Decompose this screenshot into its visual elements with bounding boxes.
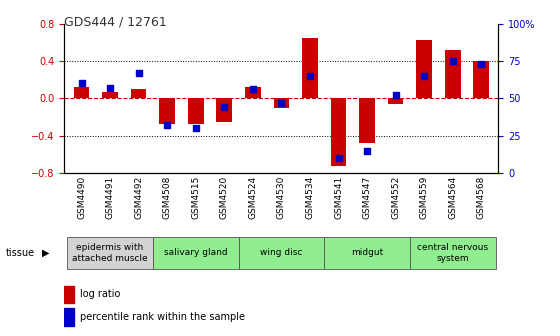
Bar [245,87,261,98]
Point [163,123,172,128]
Bar [388,98,403,104]
FancyBboxPatch shape [410,237,496,269]
Point [334,156,343,161]
Text: salivary gland: salivary gland [164,248,227,257]
Bar [217,98,232,122]
Bar [160,98,175,124]
Point [192,126,200,131]
Bar [273,98,290,108]
Point [477,61,486,67]
Bar [131,89,147,98]
Bar [359,98,375,143]
Text: percentile rank within the sample: percentile rank within the sample [80,311,245,322]
Text: GDS444 / 12761: GDS444 / 12761 [64,15,167,28]
Point [277,100,286,106]
Point [448,58,457,64]
Point [106,85,115,90]
Bar [302,38,318,98]
Point [305,73,314,79]
Text: ▶: ▶ [42,248,49,258]
Point [77,81,86,86]
Text: log ratio: log ratio [80,290,120,299]
Bar [445,50,460,98]
Bar [330,98,346,166]
Text: epidermis with
attached muscle: epidermis with attached muscle [72,243,148,262]
Bar [64,308,74,326]
Bar [64,286,74,303]
FancyBboxPatch shape [324,237,410,269]
FancyBboxPatch shape [153,237,239,269]
FancyBboxPatch shape [67,237,153,269]
Bar [102,92,118,98]
Text: central nervous
system: central nervous system [417,243,488,262]
Bar [74,87,90,98]
Point [391,93,400,98]
Bar [416,40,432,98]
Bar [188,98,204,124]
Text: tissue: tissue [6,248,35,258]
Point [249,87,258,92]
Text: wing disc: wing disc [260,248,302,257]
Point [134,70,143,76]
Text: midgut: midgut [351,248,383,257]
FancyBboxPatch shape [239,237,324,269]
Bar [473,61,489,98]
Point [419,73,428,79]
Point [362,148,371,153]
Point [220,104,229,110]
